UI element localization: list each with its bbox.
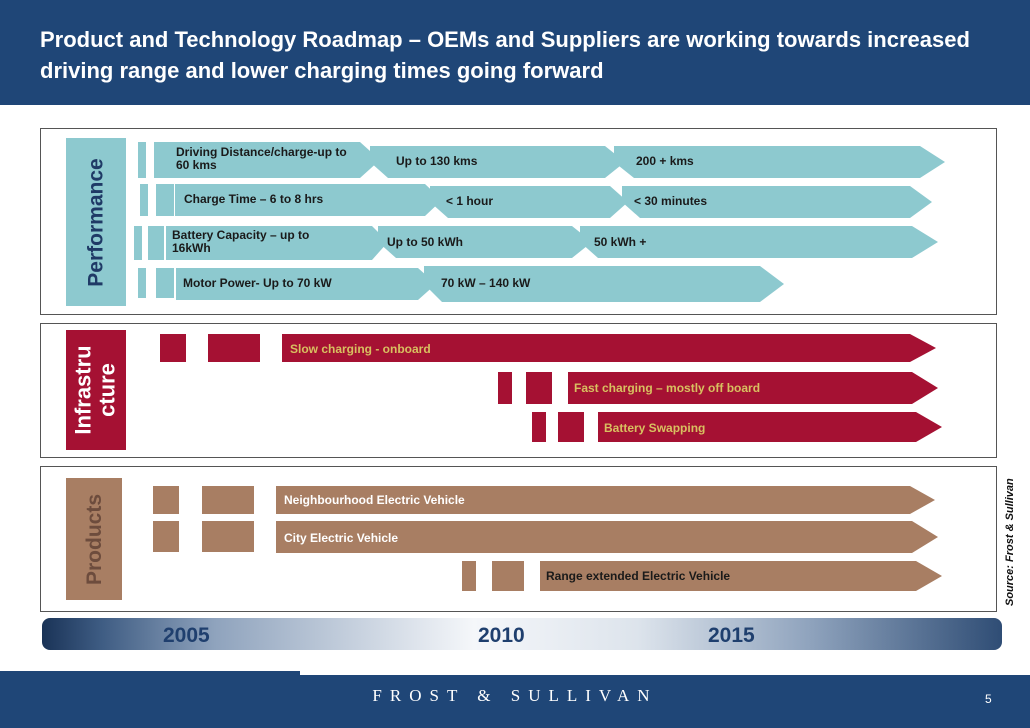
perf-row2-label-3: < 30 minutes [634,194,708,208]
row4-arrow-segment [424,266,784,302]
row4-small-block [156,268,174,298]
row2-arrow-segment [430,186,628,218]
infra-row3-label: Battery Swapping [604,421,706,435]
products-label-box: Products [66,478,122,600]
prod-row2-block [153,521,179,552]
prod-row1-arrow [276,486,935,514]
row2-small-block [140,184,148,216]
perf-row2-label-2: < 1 hour [446,194,494,208]
perf-row4-label-1: Motor Power- Up to 70 kW [183,276,332,290]
prod-row2-arrow [276,521,938,553]
infra-row2-block [526,372,552,404]
infrastructure-arrows [160,334,942,442]
perf-row3-label-2: Up to 50 kWh [387,235,464,249]
infra-row1-label: Slow charging - onboard [290,342,431,356]
footer-divider [300,671,1030,675]
timeline-year-2015: 2015 [708,624,755,647]
row2-arrow-segment [622,186,932,218]
perf-row4-label-2: 70 kW – 140 kW [441,276,531,290]
row1-small-block [154,142,170,178]
row1-arrow-segment [614,146,945,178]
prod-row3-arrow [540,561,942,591]
infra-row1-block [160,334,186,362]
infra-row1-block [208,334,260,362]
prod-row1-label: Neighbourhood Electric Vehicle [284,493,465,507]
row1-arrow-segment [170,142,380,178]
row3-arrow-segment [378,226,592,258]
slide-title: Product and Technology Roadmap – OEMs an… [40,27,970,83]
prod-row1-block [153,486,179,514]
infra-row3-arrow [598,412,942,442]
prod-row2-label: City Electric Vehicle [284,531,399,545]
row3-arrow-segment [166,226,388,260]
row2-arrow-segment [175,184,442,216]
products-arrows [153,486,942,591]
footer-bar [0,671,1030,728]
infra-row3-block [558,412,584,442]
performance-label-box: Performance [66,138,126,306]
timeline-bar [42,618,1002,650]
perf-row1-label-1: Driving Distance/charge-up to 60 kms [176,145,347,172]
perf-row1-label-3: 200 + kms [636,154,694,168]
perf-row3-label-1: Battery Capacity – up to 16kWh [172,228,310,255]
prod-row2-block [202,521,254,552]
performance-arrows [134,142,945,302]
row1-arrow-segment [370,146,625,178]
row3-arrow-segment [580,226,938,258]
infra-row1-arrow [282,334,936,362]
row4-arrow-segment [176,268,436,300]
row3-small-block [148,226,164,260]
infra-row2-block [498,372,512,404]
perf-row1-label-2: Up to 130 kms [396,154,478,168]
page-number: 5 [985,692,992,706]
company-logo: FROST & SULLIVAN [372,686,658,705]
row1-small-block [138,142,146,178]
source-text: Source: Frost & Sullivan [1004,478,1016,606]
timeline-year-2010: 2010 [478,624,525,647]
infra-row2-arrow [568,372,938,404]
prod-row3-block [462,561,476,591]
perf-row3-label-3: 50 kWh + [594,235,647,249]
infra-row3-block [532,412,546,442]
prod-row3-label: Range extended Electric Vehicle [546,569,731,583]
infrastructure-label-box: Infrastru cture [66,330,126,450]
infra-row2-label: Fast charging – mostly off board [574,381,761,395]
row3-small-block [134,226,142,260]
prod-row3-block [492,561,524,591]
perf-row2-label-1: Charge Time – 6 to 8 hrs [184,192,324,206]
prod-row1-block [202,486,254,514]
timeline-year-2005: 2005 [163,624,210,647]
title-bar: Product and Technology Roadmap – OEMs an… [0,0,1030,105]
row2-small-block [156,184,174,216]
row4-small-block [138,268,146,298]
